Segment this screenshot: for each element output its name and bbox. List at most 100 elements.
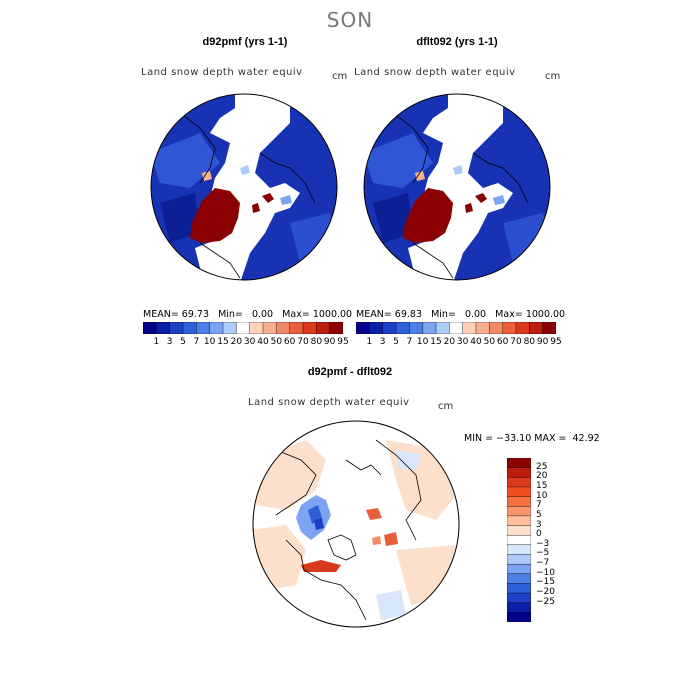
colorbar-swatch [289,322,304,334]
colorbar-tick-label: −15 [536,577,555,588]
colorbar-tick-label: 3 [379,337,386,347]
colorbar-tick-label: 70 [510,337,522,347]
colorbar-swatch [529,322,544,334]
colorbar-swatch [422,322,437,334]
colorbar-tick-label: 15 [217,337,229,347]
diff-colorbar [507,458,531,622]
right-units-label: cm [545,71,561,82]
right-colorbar-ticks: 1 3 5 7 10 15 20 30 40 50 60 70 80 90 95 [356,337,561,349]
colorbar-tick-label: 10 [203,337,216,347]
colorbar-swatch [507,573,531,584]
colorbar-swatch [475,322,490,334]
diff-variable-label: Land snow depth water equiv [248,397,410,408]
colorbar-tick-label: 5 [180,337,186,347]
right-panel-title: dflt092 (yrs 1-1) [416,36,498,48]
colorbar-tick-label: 95 [337,337,349,347]
left-stats: MEAN= 69.73 Min= 0.00 Max= 1000.00 [143,309,353,320]
colorbar-tick-label: 7 [406,337,413,347]
colorbar-tick-label: 10 [416,337,429,347]
colorbar-tick-label: 60 [496,337,509,347]
colorbar-tick-label: 60 [283,337,296,347]
colorbar-tick-label: 7 [536,500,542,511]
left-colorbar [143,322,343,334]
colorbar-swatch [507,592,531,604]
colorbar-swatch [542,322,556,334]
colorbar-swatch [507,612,531,622]
colorbar-swatch [249,322,264,334]
colorbar-swatch [156,322,171,334]
colorbar-tick-label: −5 [536,548,550,559]
colorbar-swatch [507,458,531,469]
colorbar-swatch [507,534,531,546]
colorbar-tick-label: 40 [470,337,482,347]
colorbar-tick-label: −10 [536,567,555,578]
right-stats: MEAN= 69.83 Min= 0.00 Max= 1000.00 [356,309,566,320]
colorbar-tick-label: −3 [536,538,550,549]
colorbar-tick-label: 5 [536,509,542,520]
colorbar-swatch [316,322,331,334]
colorbar-swatch [356,322,370,334]
colorbar-tick-label: 95 [550,337,562,347]
colorbar-tick-label: 70 [297,337,309,347]
colorbar-tick-label: 5 [393,337,399,347]
colorbar-swatch [462,322,477,334]
colorbar-swatch [143,322,157,334]
left-polar-map [150,93,338,281]
left-units-label: cm [332,71,348,82]
colorbar-swatch [382,322,397,334]
left-colorbar-ticks: 1 3 5 7 10 15 20 30 40 50 60 70 80 90 95 [143,337,348,349]
colorbar-swatch [507,525,531,536]
colorbar-tick-label: 15 [536,480,548,491]
colorbar-tick-label: 50 [483,337,496,347]
colorbar-tick-label: 80 [523,337,536,347]
colorbar-tick-label: 40 [257,337,269,347]
colorbar-tick-label: 7 [193,337,200,347]
colorbar-swatch [489,322,504,334]
colorbar-swatch [236,322,251,334]
colorbar-swatch [507,506,531,517]
colorbar-swatch [409,322,424,334]
diff-panel-title: d92pmf - dflt092 [307,366,393,378]
right-colorbar [356,322,556,334]
colorbar-swatch [515,322,530,334]
left-panel-title: d92pmf (yrs 1-1) [202,36,288,48]
colorbar-tick-label: 20 [536,471,548,482]
colorbar-tick-label: 30 [456,337,469,347]
colorbar-tick-label: −25 [536,596,555,607]
colorbar-tick-label: 30 [243,337,256,347]
colorbar-swatch [507,477,531,488]
colorbar-swatch [507,563,531,575]
colorbar-swatch [435,322,450,334]
colorbar-swatch [222,322,237,334]
colorbar-tick-label: 25 [536,461,548,472]
colorbar-swatch [507,602,531,613]
colorbar-tick-label: 90 [323,337,336,347]
colorbar-tick-label: 10 [536,490,548,501]
season-title: SON [326,8,374,32]
colorbar-swatch [507,515,531,527]
colorbar-tick-label: 50 [270,337,283,347]
colorbar-tick-label: 1 [366,337,373,347]
colorbar-swatch [507,554,531,565]
colorbar-swatch [182,322,197,334]
colorbar-swatch [329,322,343,334]
colorbar-tick-label: 20 [230,337,243,347]
colorbar-tick-label: −20 [536,587,555,598]
colorbar-swatch [209,322,224,334]
colorbar-swatch [502,322,517,334]
colorbar-swatch [507,583,531,594]
colorbar-swatch [507,496,531,507]
colorbar-swatch [507,467,531,478]
left-variable-label: Land snow depth water equiv [141,67,303,78]
colorbar-swatch [395,322,410,334]
diff-stats: MIN = −33.10 MAX = 42.92 [464,433,600,444]
diff-units-label: cm [438,401,454,412]
diff-polar-map [252,420,460,628]
colorbar-swatch [507,544,531,555]
colorbar-tick-label: 15 [430,337,442,347]
colorbar-swatch [302,322,317,334]
colorbar-swatch [507,486,531,498]
colorbar-tick-label: 3 [536,519,542,530]
colorbar-tick-label: 3 [166,337,173,347]
colorbar-swatch [276,322,291,334]
